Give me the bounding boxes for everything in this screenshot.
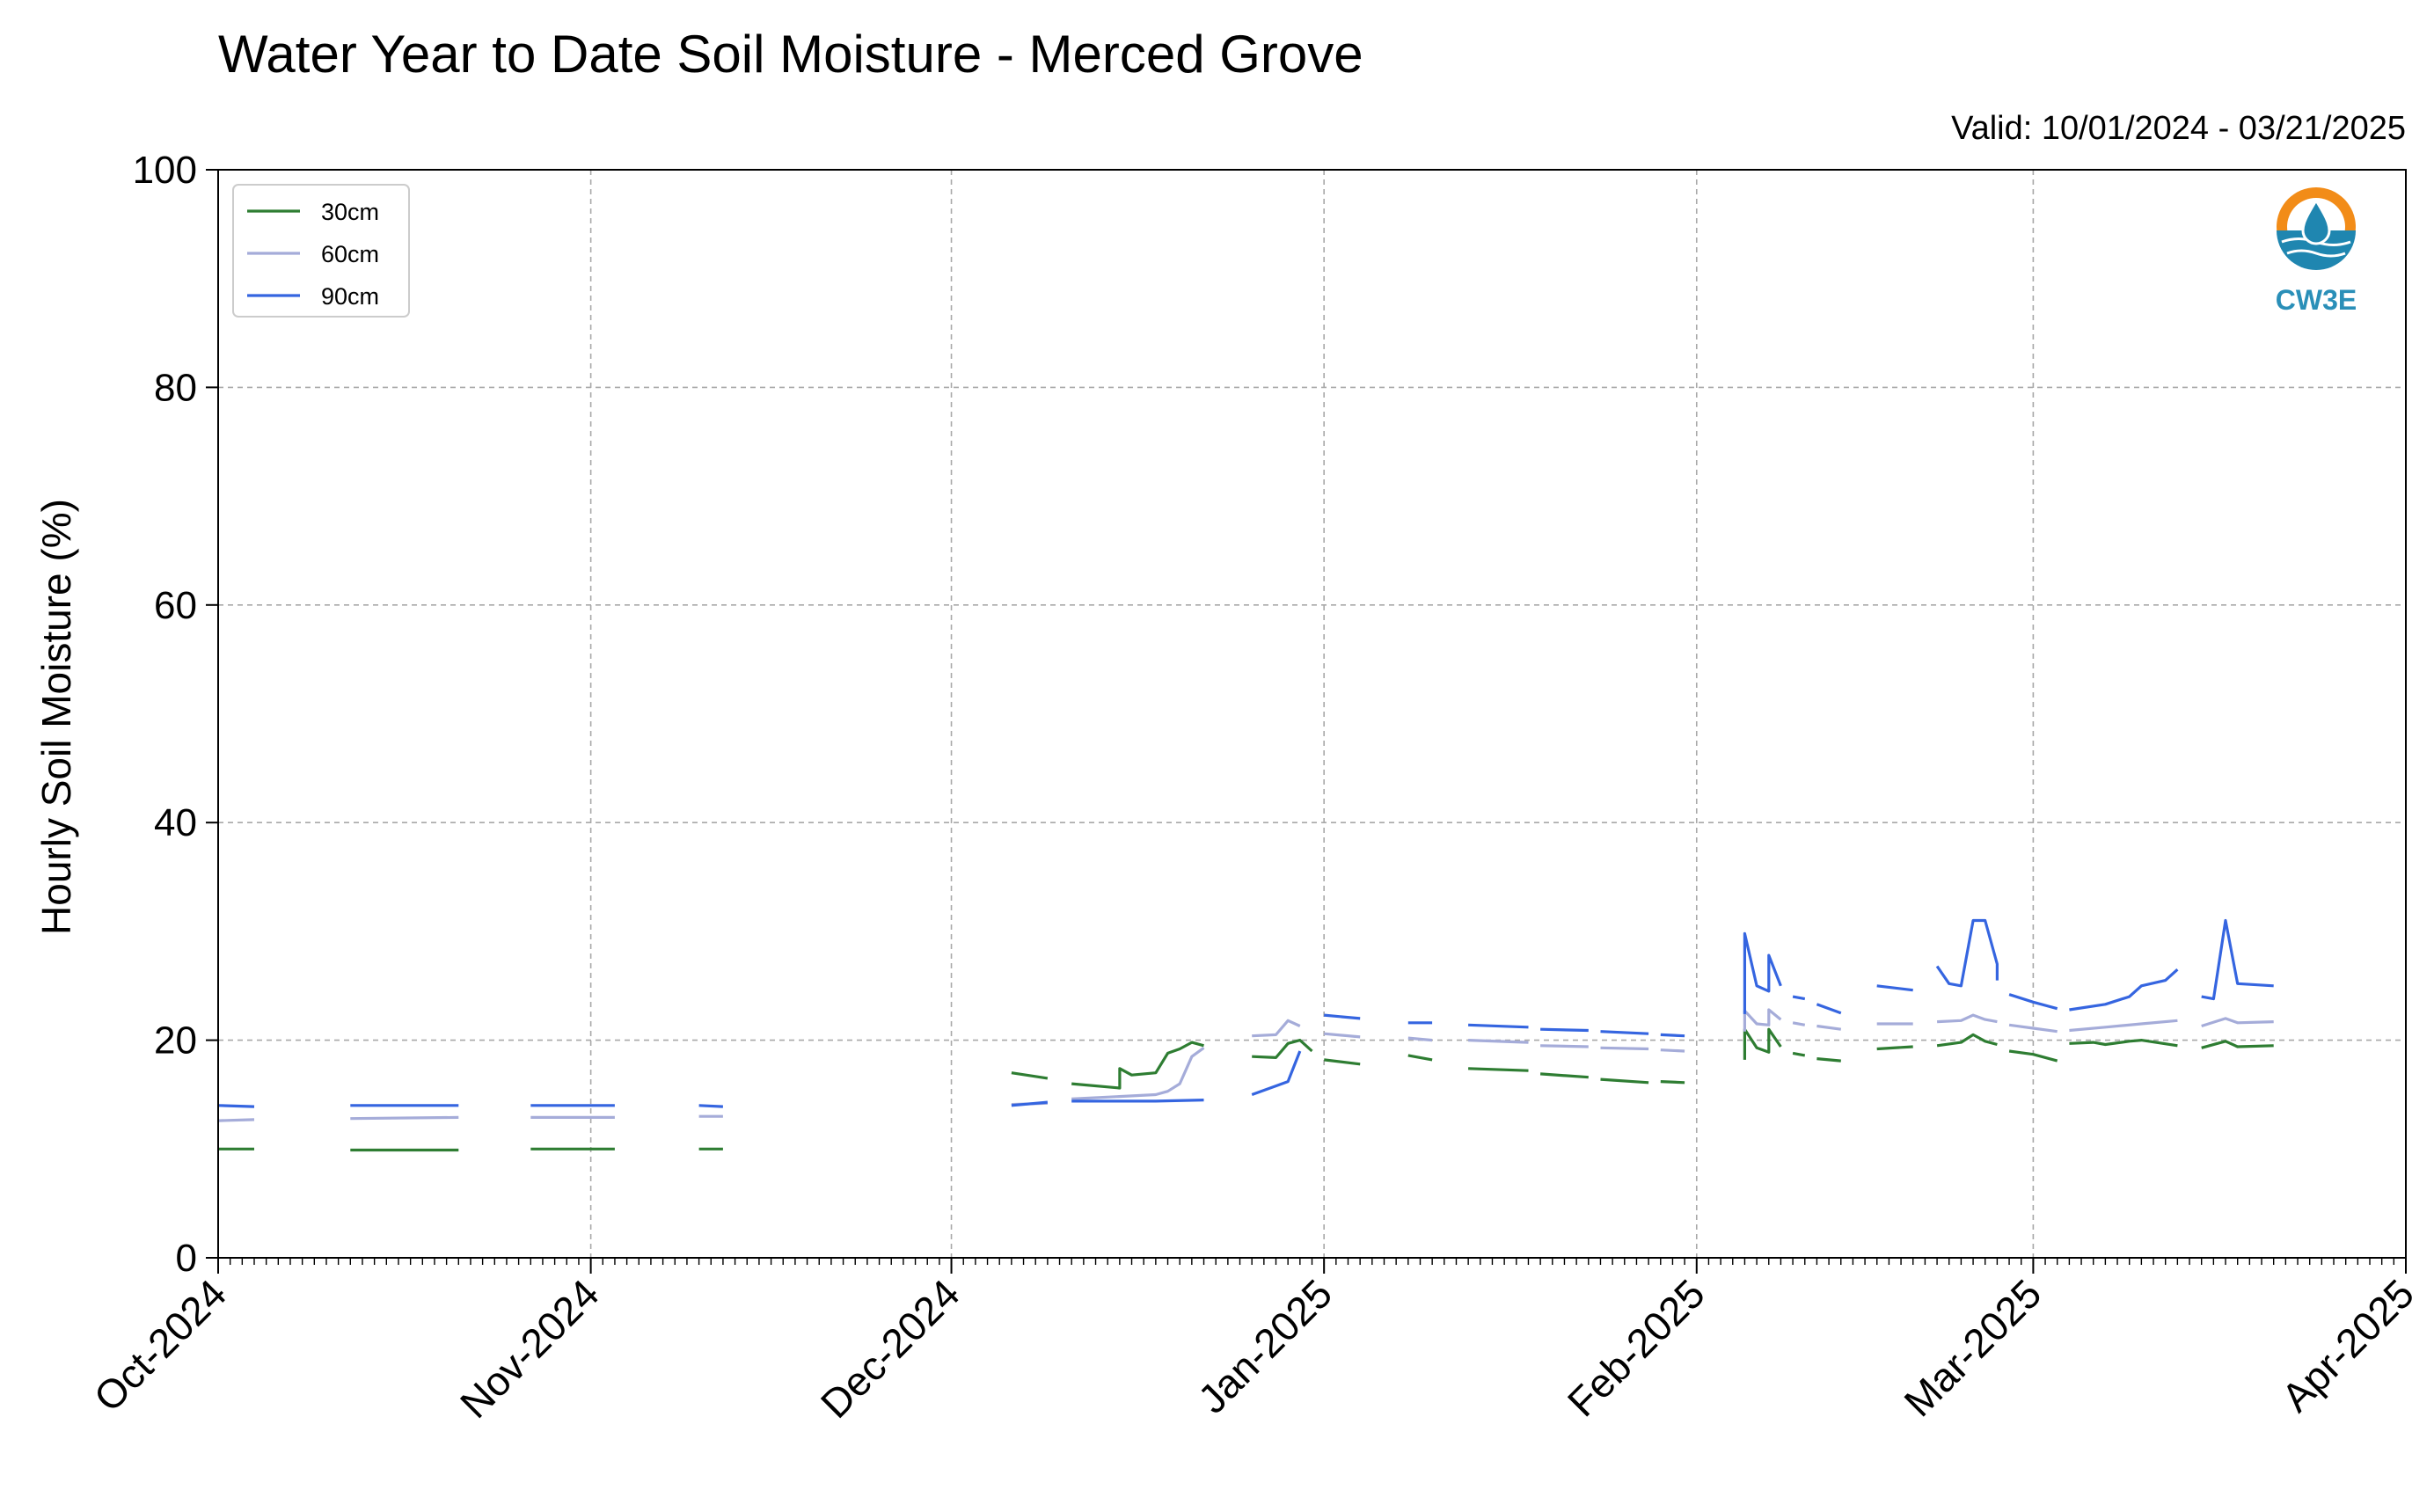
series-90cm-segment bbox=[2008, 993, 2058, 1011]
logo-text: CW3E bbox=[2276, 284, 2357, 316]
series-60cm-segment bbox=[1540, 1044, 1589, 1048]
series-60cm-segment bbox=[2201, 1017, 2274, 1028]
series-30cm-segment bbox=[1071, 1041, 1204, 1090]
series-30cm-segment bbox=[1600, 1077, 1649, 1085]
series-60cm-segment bbox=[350, 1115, 459, 1121]
chart-subtitle: Valid: 10/01/2024 - 03/21/2025 bbox=[1951, 110, 2406, 147]
series-90cm-segment bbox=[1660, 1033, 1685, 1038]
series-30cm-segment bbox=[2069, 1038, 2178, 1048]
series-lines bbox=[217, 918, 2274, 1152]
series-30cm-segment bbox=[1468, 1067, 1529, 1072]
grid-lines bbox=[218, 170, 2406, 1258]
series-90cm-segment bbox=[1743, 931, 1782, 1014]
series-60cm-segment bbox=[2008, 1023, 2058, 1034]
series-30cm-segment bbox=[1252, 1038, 1313, 1060]
chart-title: Water Year to Date Soil Moisture - Merce… bbox=[218, 25, 1363, 84]
series-60cm-segment bbox=[1071, 1047, 1205, 1100]
y-axis-label: Hourly Soil Moisture (%) bbox=[33, 499, 79, 935]
series-90cm-segment bbox=[1792, 995, 1806, 1001]
y-tick-label: 100 bbox=[133, 149, 197, 192]
series-60cm-segment bbox=[1407, 1036, 1433, 1042]
series-60cm-segment bbox=[1937, 1013, 1998, 1024]
series-90cm-segment bbox=[1600, 1030, 1649, 1035]
series-30cm-segment bbox=[2201, 1040, 2274, 1049]
series-30cm-segment bbox=[2008, 1049, 2058, 1063]
series-90cm-segment bbox=[1324, 1013, 1361, 1020]
series-60cm-segment bbox=[2069, 1019, 2178, 1033]
series-60cm-segment bbox=[1252, 1019, 1301, 1038]
x-tick-label: Mar-2025 bbox=[1895, 1270, 2050, 1425]
series-30cm-segment bbox=[1539, 1072, 1589, 1079]
series-60cm-segment bbox=[1324, 1032, 1361, 1039]
series-30cm-segment bbox=[1011, 1071, 1049, 1080]
y-tick-label: 80 bbox=[154, 366, 197, 409]
series-90cm bbox=[217, 918, 2274, 1108]
water-drop-icon bbox=[2301, 198, 2331, 245]
series-30cm-segment bbox=[1407, 1054, 1433, 1062]
series-30cm-segment bbox=[1936, 1033, 1998, 1048]
series-60cm-segment bbox=[1816, 1024, 1842, 1031]
logo-waves bbox=[2277, 230, 2356, 270]
y-tick-label: 0 bbox=[176, 1237, 197, 1280]
series-30cm-segment bbox=[1876, 1045, 1913, 1051]
legend-box bbox=[232, 184, 410, 318]
x-tick-label: Feb-2025 bbox=[1559, 1270, 1714, 1425]
axes: 0 20 40 60 80 100 Oct-2024 Nov-2024 Dec-2024 Jan-… bbox=[85, 149, 2423, 1427]
series-90cm-segment bbox=[1468, 1023, 1529, 1029]
series-90cm-segment bbox=[1876, 984, 1913, 992]
series-90cm-segment bbox=[1935, 918, 1999, 988]
plot-frame bbox=[217, 169, 2407, 1259]
series-90cm-segment bbox=[217, 1104, 255, 1108]
series-90cm-segment bbox=[1540, 1027, 1589, 1033]
series-90cm-segment bbox=[2069, 968, 2179, 1012]
x-tick-label: Dec-2024 bbox=[812, 1270, 968, 1427]
series-30cm bbox=[218, 1027, 2274, 1152]
y-tick-label: 20 bbox=[154, 1019, 197, 1063]
series-60cm-segment bbox=[1743, 1008, 1782, 1032]
x-tick-label: Apr-2025 bbox=[2272, 1270, 2423, 1421]
series-90cm-segment bbox=[1251, 1050, 1302, 1097]
legend-label-30cm: 30cm bbox=[321, 199, 379, 225]
series-60cm-segment bbox=[217, 1118, 255, 1122]
series-30cm-segment bbox=[1660, 1080, 1685, 1085]
series-30cm-segment bbox=[1816, 1057, 1841, 1063]
legend-label-60cm: 60cm bbox=[321, 241, 379, 267]
y-tick-label: 60 bbox=[154, 584, 197, 627]
y-tick-label: 40 bbox=[154, 801, 197, 844]
series-60cm-segment bbox=[1792, 1021, 1806, 1026]
series-30cm-segment bbox=[1743, 1027, 1782, 1060]
cw3e-logo: CW3E bbox=[2276, 187, 2357, 316]
series-30cm-segment bbox=[1792, 1051, 1806, 1057]
legend-label-90cm: 90cm bbox=[321, 283, 379, 310]
series-90cm-segment bbox=[698, 1104, 723, 1108]
series-90cm-segment bbox=[1011, 1100, 1049, 1107]
x-tick-label: Nov-2024 bbox=[451, 1270, 608, 1427]
x-tick-label: Oct-2024 bbox=[85, 1270, 236, 1421]
series-60cm bbox=[217, 1008, 2274, 1122]
series-30cm-segment bbox=[1324, 1058, 1361, 1066]
series-90cm-segment bbox=[1816, 1003, 1842, 1015]
legend: 30cm 60cm 90cm bbox=[232, 184, 410, 318]
x-tick-label: Jan-2025 bbox=[1189, 1270, 1341, 1421]
series-60cm-segment bbox=[1468, 1039, 1529, 1044]
series-90cm-segment bbox=[2201, 918, 2274, 1001]
series-90cm-segment bbox=[1071, 1099, 1204, 1103]
series-60cm-segment bbox=[1660, 1048, 1685, 1053]
